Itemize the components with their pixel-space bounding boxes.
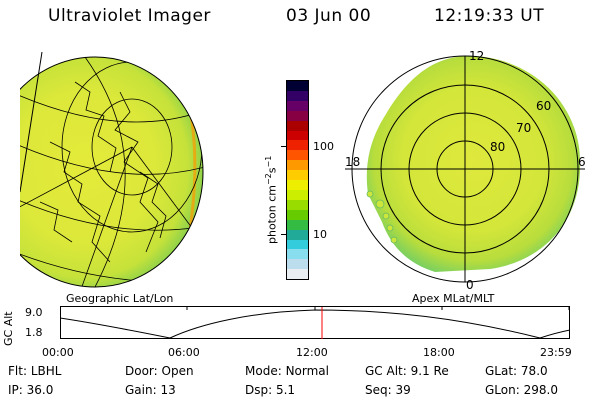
apex-caption: Apex MLat/MLT xyxy=(412,292,495,305)
info-seq-value: 39 xyxy=(395,383,411,397)
colorbar-swatch xyxy=(287,170,308,181)
altitude-plot xyxy=(60,306,570,339)
info-flt-label: Flt: xyxy=(8,364,27,378)
info-door-value: Open xyxy=(161,364,194,378)
polar-mlt-plot: 12 18 6 0 60 70 80 xyxy=(345,49,586,292)
colorbar-swatch xyxy=(287,120,308,131)
altitude-xtick-4: 23:59 xyxy=(540,346,572,359)
colorbar-swatch xyxy=(287,249,308,260)
altitude-axis-label: GC Alt xyxy=(2,311,15,346)
altitude-ytick-max: 9.0 xyxy=(25,306,43,319)
info-gain-value: 13 xyxy=(160,383,176,397)
colorbar-swatch xyxy=(287,90,308,101)
colorbar-swatch xyxy=(287,140,308,151)
colorbar-swatch xyxy=(287,110,308,121)
colorbar-unit-label: photon cm−2s−1 xyxy=(264,155,279,244)
colorbar-swatch xyxy=(287,130,308,141)
app-title: Ultraviolet Imager xyxy=(48,6,211,26)
lat-label-60: 60 xyxy=(536,99,551,113)
mlt-label-0: 0 xyxy=(466,278,474,292)
info-dsp-label: Dsp: xyxy=(245,383,273,397)
colorbar-swatch xyxy=(287,259,308,270)
colorbar-swatch xyxy=(287,209,308,220)
colorbar-tick-10: 10 xyxy=(313,228,327,241)
colorbar-swatch xyxy=(287,239,308,250)
colorbar-swatch xyxy=(287,150,308,161)
info-glat-value: 78.0 xyxy=(520,364,548,378)
info-seq-label: Seq: xyxy=(365,383,392,397)
observation-time: 12:19:33 UT xyxy=(434,6,545,26)
colorbar-swatch xyxy=(287,180,308,190)
info-flt-value: LBHL xyxy=(30,364,62,378)
info-gcalt-label: GC Alt: xyxy=(365,364,407,378)
info-mode-value: Normal xyxy=(285,364,329,378)
colorbar-swatch xyxy=(287,160,308,171)
altitude-xtick-1: 06:00 xyxy=(168,346,200,359)
altitude-axis-label-box: GC Alt xyxy=(0,304,20,350)
altitude-xtick-3: 18:00 xyxy=(423,346,455,359)
colorbar-swatch xyxy=(287,269,308,280)
lat-label-70: 70 xyxy=(516,121,531,135)
info-glon-label: GLon: xyxy=(485,383,520,397)
info-ip-label: IP: xyxy=(8,383,23,397)
mlt-label-6: 6 xyxy=(578,155,586,169)
info-glat-label: GLat: xyxy=(485,364,518,378)
colorbar-swatch xyxy=(287,189,308,200)
altitude-xtick-2: 12:00 xyxy=(296,346,328,359)
status-info-panel: Flt: LBHL Door: Open Mode: Normal GC Alt… xyxy=(8,364,598,400)
info-gain-label: Gain: xyxy=(125,383,157,397)
auroral-oval xyxy=(366,55,581,273)
colorbar-swatch xyxy=(287,219,308,230)
mlt-label-12: 12 xyxy=(469,49,484,63)
observation-date: 03 Jun 00 xyxy=(286,6,372,26)
geographic-image xyxy=(20,52,204,288)
lat-label-80: 80 xyxy=(490,140,505,154)
info-dsp-value: 5.1 xyxy=(275,383,296,397)
info-mode-label: Mode: xyxy=(245,364,282,378)
colorbar xyxy=(286,80,309,280)
info-glon-value: 298.0 xyxy=(523,383,558,397)
geographic-caption: Geographic Lat/Lon xyxy=(66,292,174,305)
colorbar-swatch xyxy=(287,81,308,91)
info-gcalt-value: 9.1 Re xyxy=(410,364,449,378)
header-bar: Ultraviolet Imager 03 Jun 00 12:19:33 UT xyxy=(0,0,600,40)
colorbar-swatch xyxy=(287,100,308,111)
info-ip-value: 36.0 xyxy=(26,383,54,397)
mlt-label-18: 18 xyxy=(345,155,360,169)
colorbar-tick-100: 100 xyxy=(313,140,334,153)
altitude-xtick-0: 00:00 xyxy=(42,346,74,359)
altitude-ytick-min: 1.8 xyxy=(25,326,43,339)
colorbar-swatch xyxy=(287,229,308,240)
colorbar-swatch xyxy=(287,199,308,210)
info-door-label: Door: xyxy=(125,364,158,378)
